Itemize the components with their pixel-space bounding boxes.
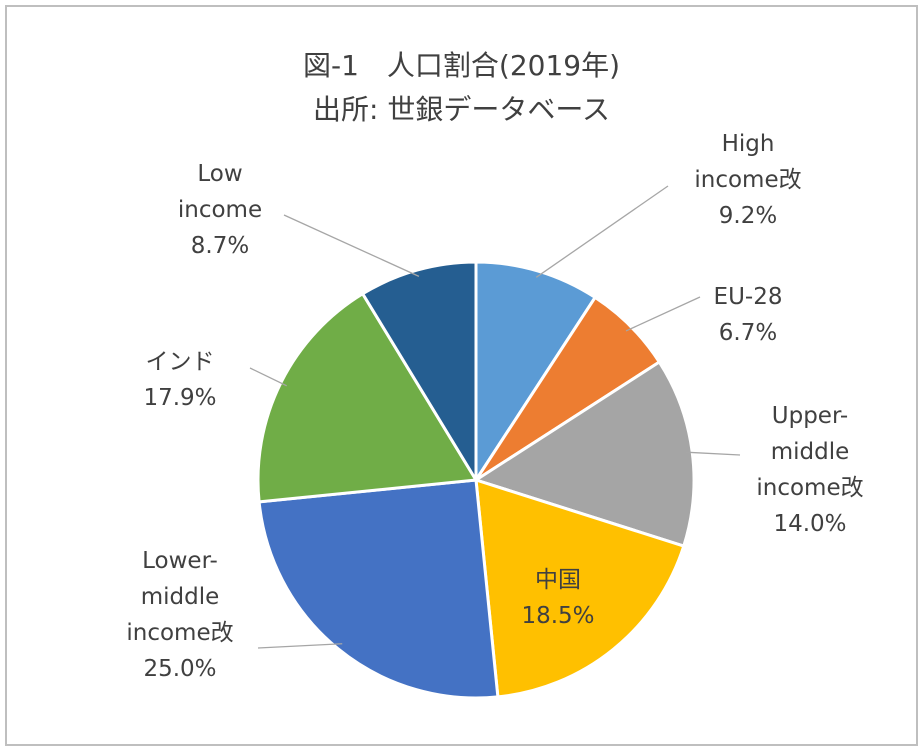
slice (360, 260, 478, 486)
leader-line (535, 185, 669, 278)
category-label: Lower-middle income改 (126, 548, 234, 646)
leader-line (625, 296, 701, 332)
value-label: 18.5% (521, 603, 595, 629)
leader-line (249, 367, 287, 387)
slice (474, 477, 686, 699)
leader-line (257, 643, 343, 649)
leader-line (685, 451, 741, 456)
data-label: Upper-middle income改 14.0% (751, 398, 869, 542)
category-label: 中国 (535, 567, 581, 593)
category-label: Upper-middle income改 (756, 403, 864, 501)
value-label: 6.7% (718, 320, 778, 346)
data-label: High income改 9.2% (689, 126, 807, 234)
value-label: 17.9% (143, 385, 217, 411)
category-label: EU-28 (713, 284, 783, 310)
chart-subtitle: 出所: 世銀データベース (313, 93, 610, 126)
data-label: Lower-middle income改 25.0% (121, 543, 239, 687)
slice (257, 478, 500, 700)
category-label: High income改 (694, 131, 802, 193)
data-label: 中国 18.5% (499, 562, 617, 634)
value-label: 9.2% (718, 203, 778, 229)
value-label: 8.7% (190, 233, 250, 259)
category-label: インド (145, 349, 215, 375)
chart-title: 図-1 人口割合(2019年) (302, 49, 621, 82)
slice (472, 359, 696, 548)
data-label: インド 17.9% (121, 344, 239, 416)
slice (474, 260, 598, 486)
category-label: Low income (177, 161, 263, 223)
value-label: 25.0% (143, 656, 217, 682)
leader-line (283, 214, 420, 277)
value-label: 14.0% (773, 511, 847, 537)
data-label: EU-28 6.7% (689, 279, 807, 351)
data-label: Low income 8.7% (161, 156, 279, 264)
